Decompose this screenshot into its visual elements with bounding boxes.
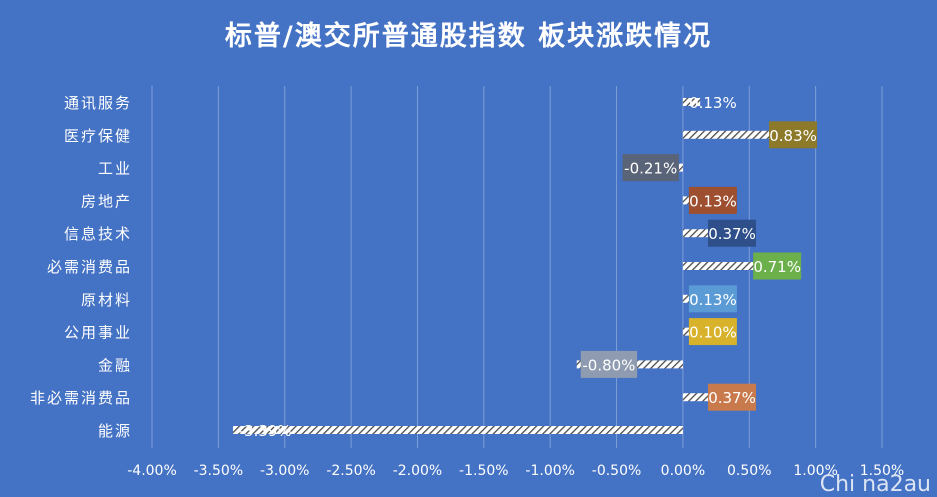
data-label-box	[769, 121, 818, 149]
data-labels: 0.13% 0.83% -0.21% 0.13% 0.37% 0.71% 0.13% 0.10…	[239, 94, 818, 440]
category-label: 医疗保健	[64, 127, 132, 145]
chart-title: 标普/澳交所普通股指数 板块涨跌情况	[224, 21, 713, 52]
bar	[232, 426, 683, 434]
x-tick-label: -1.00%	[525, 463, 575, 479]
data-label-box	[688, 318, 737, 346]
x-tick-label: -3.00%	[260, 463, 310, 479]
x-tick-label: -0.50%	[592, 463, 642, 479]
category-label: 公用事业	[64, 324, 132, 342]
bar	[682, 130, 794, 139]
data-label-box	[688, 186, 737, 214]
x-tick-label: 1.00%	[793, 463, 837, 479]
watermark-text: Chi na2au	[819, 472, 931, 497]
x-tick-label: -3.50%	[194, 463, 244, 479]
data-label-box	[708, 383, 757, 411]
data-label: 0.83%	[769, 127, 817, 145]
x-tick-label: 0.00%	[661, 463, 705, 479]
x-tick-label: 1.50%	[860, 463, 904, 479]
bar	[682, 393, 733, 402]
data-label: 0.13%	[689, 94, 737, 112]
x-tick-label: -4.00%	[127, 463, 177, 479]
category-label: 能源	[98, 422, 132, 440]
bar	[682, 98, 701, 106]
bars	[232, 98, 794, 434]
data-label-box	[753, 252, 802, 280]
x-tick-label: -2.50%	[326, 463, 376, 479]
category-label: 工业	[98, 160, 132, 178]
x-tick-labels: -4.00% -3.50% -3.00% -2.50% -2.00% -1.50% -1.0…	[127, 463, 904, 479]
data-label: -0.21%	[624, 160, 677, 178]
bar	[682, 229, 733, 238]
x-tick-label: 0.50%	[727, 463, 771, 479]
x-tick-label: -1.50%	[459, 463, 509, 479]
data-label: 0.13%	[689, 291, 737, 309]
data-label: 0.71%	[753, 258, 801, 276]
data-label: 0.10%	[689, 324, 737, 342]
data-label-box	[708, 219, 757, 247]
category-label: 信息技术	[64, 225, 132, 243]
category-label: 金融	[98, 356, 132, 374]
data-label-box	[688, 285, 737, 313]
category-label: 原材料	[81, 291, 132, 309]
category-label: 必需消费品	[47, 258, 132, 276]
bar	[682, 262, 778, 270]
x-tick-label: -2.00%	[393, 463, 443, 479]
category-label: 房地产	[81, 192, 132, 210]
data-label-box	[580, 350, 638, 378]
data-label: -0.80%	[582, 356, 635, 374]
data-label-box	[622, 154, 679, 182]
category-label: 非必需消费品	[30, 389, 132, 407]
category-label: 通讯服务	[64, 94, 132, 112]
data-label: -3.39%	[239, 422, 292, 440]
data-label: 0.37%	[708, 225, 756, 243]
data-label: 0.13%	[689, 192, 737, 210]
data-label: 0.37%	[708, 389, 756, 407]
